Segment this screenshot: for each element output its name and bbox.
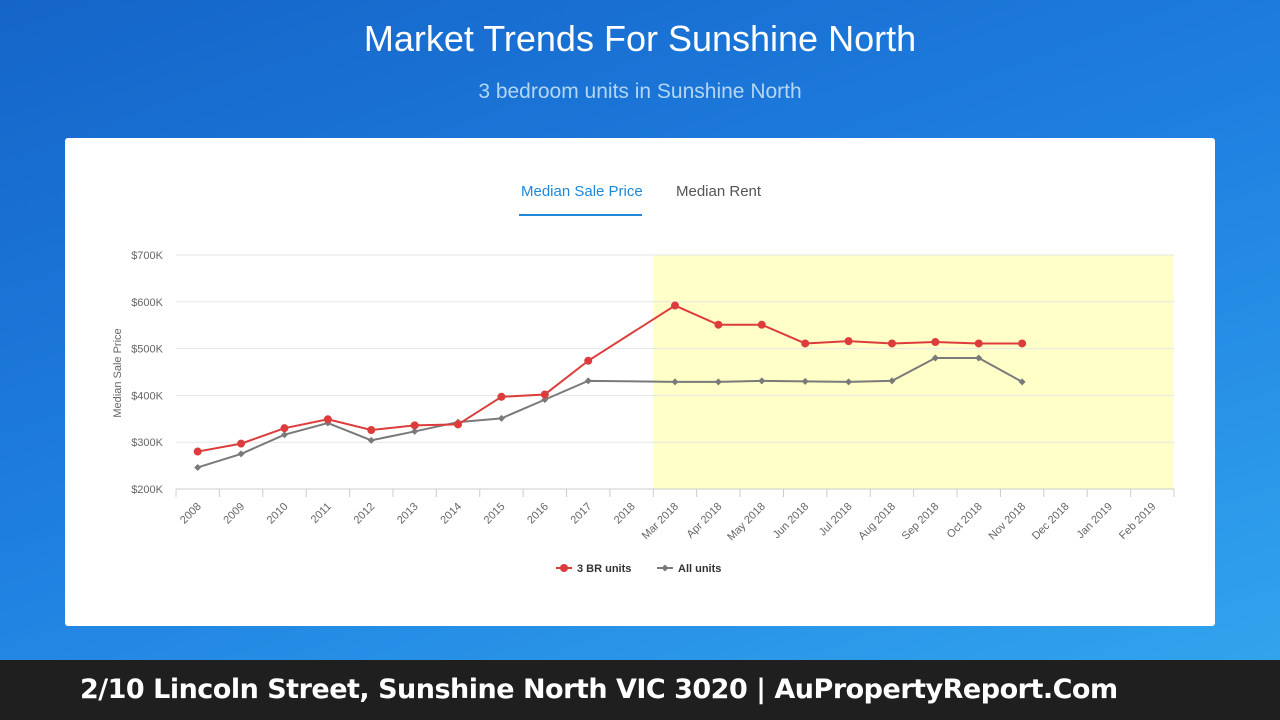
x-tick-label: Oct 2018 [945,501,985,541]
data-point[interactable] [280,424,289,433]
legend-item[interactable]: All units [657,563,721,575]
page-subtitle: 3 bedroom units in Sunshine North [478,80,802,103]
x-tick-label: Apr 2018 [684,501,724,541]
y-tick-label: $700K [131,250,163,262]
x-tick-label: 2008 [178,501,204,527]
data-point[interactable] [367,426,376,435]
data-point[interactable] [410,421,419,430]
data-point[interactable] [237,450,245,458]
data-point[interactable] [540,390,549,399]
chart-legend[interactable]: 3 BR units All units [556,563,721,575]
data-point[interactable] [671,378,679,386]
data-point[interactable] [193,447,202,456]
line-chart: $200K $300K $400K $500K $600K $700K 2008 2009 2… [112,250,1175,575]
data-point[interactable] [280,431,288,439]
data-point[interactable] [367,436,375,444]
x-tick-label: Feb 2019 [1117,501,1158,542]
x-tick-label: 2011 [309,501,334,526]
data-point[interactable] [931,338,940,347]
data-point[interactable] [931,354,939,362]
data-point[interactable] [411,427,419,435]
data-point[interactable] [844,337,853,346]
chart-card: Median Sale Price Median Rent $200K $300K… [65,138,1215,626]
data-point[interactable] [237,439,246,448]
data-point[interactable] [758,377,766,385]
x-tick-label: Jun 2018 [771,501,811,541]
y-tick-label: $400K [131,390,163,402]
x-tick-label: 2016 [525,501,551,527]
data-point[interactable] [975,354,983,362]
tab-median-sale-price[interactable]: Median Sale Price [521,183,643,200]
highlight-band [653,255,1174,489]
active-tab-underline [519,214,642,216]
data-point[interactable] [887,339,896,348]
legend-marker [661,564,669,572]
footer-bar: 2/10 Lincoln Street, Sunshine North VIC … [0,660,1280,720]
x-tick-label: May 2018 [725,501,768,544]
x-tick-label: Jul 2018 [817,501,855,539]
data-point[interactable] [1018,378,1026,386]
footer-address: 2/10 Lincoln Street, Sunshine North VIC … [80,674,1118,705]
page-title: Market Trends For Sunshine North [363,18,917,59]
data-point[interactable] [801,377,809,385]
x-tick-label: 2012 [352,501,378,527]
data-point[interactable] [194,463,202,471]
data-point[interactable] [497,392,506,401]
tab-median-rent[interactable]: Median Rent [676,183,762,200]
data-point[interactable] [323,415,332,424]
legend-marker [560,564,568,572]
x-tick-label: Dec 2018 [1030,501,1072,543]
data-point[interactable] [497,414,505,422]
data-point[interactable] [801,339,810,348]
legend-label: All units [678,563,721,575]
data-point[interactable] [671,301,679,310]
x-tick-label: 2015 [482,501,508,527]
x-tick-label: Nov 2018 [986,501,1028,543]
y-tick-label: $500K [131,344,163,356]
y-tick-label: $300K [131,437,163,449]
x-tick-label: 2010 [265,501,291,527]
legend-label: 3 BR units [577,563,631,575]
legend-item[interactable]: 3 BR units [556,563,631,575]
data-point[interactable] [584,356,593,365]
data-point[interactable] [757,320,766,329]
data-point[interactable] [845,378,853,386]
x-tick-label: Mar 2018 [640,501,681,542]
y-axis-label: Median Sale Price [112,328,124,417]
data-point[interactable] [584,377,592,385]
x-tick-label: Sep 2018 [900,501,942,543]
data-point[interactable] [1018,339,1027,348]
y-tick-label: $600K [131,297,163,309]
y-tick-label: $200K [131,484,163,496]
x-tick-label: Aug 2018 [856,501,898,543]
data-point[interactable] [714,320,723,329]
x-tick-label: 2017 [569,501,595,527]
series-3-br-units [193,301,1027,456]
x-tick-label: 2018 [612,501,638,527]
data-point[interactable] [888,377,896,385]
data-point[interactable] [974,339,983,348]
x-tick-label: 2014 [438,501,464,527]
x-tick-label: 2013 [395,501,421,527]
x-tick-label: Jan 2019 [1075,501,1115,541]
x-tick-label: 2009 [221,501,247,527]
data-point[interactable] [454,420,463,429]
data-point[interactable] [714,378,722,386]
